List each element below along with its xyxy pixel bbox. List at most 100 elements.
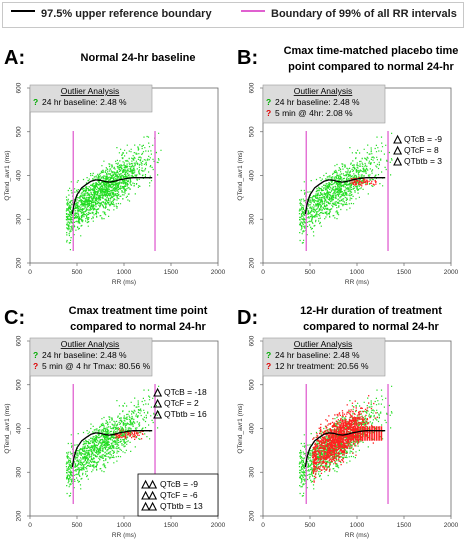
outlier-box-title: Outlier Analysis [294, 86, 353, 96]
panel-heading-line: compared to normal 24-hr [70, 321, 206, 333]
qt-change: QTcB = -18 [164, 387, 207, 397]
outlier-line-mark: ? [33, 97, 38, 107]
outlier-line-text: 5 min @ 4 hr Tmax: 80.56 % [42, 361, 151, 371]
x-tick-label: 0 [261, 269, 265, 276]
y-axis-label: QTend_avr1 (ms) [4, 150, 11, 200]
data-layer [298, 385, 393, 497]
delta-icon [148, 501, 158, 511]
x-tick-label: 2000 [444, 522, 459, 529]
y-tick-label: 600 [249, 335, 256, 346]
outlier-line-mark: ? [266, 97, 271, 107]
outlier-box [262, 84, 386, 124]
outlier-box [29, 337, 153, 377]
y-tick-label: 300 [249, 213, 256, 224]
upper-reference-curve [304, 430, 386, 468]
upper-reference-curve [304, 177, 386, 215]
qt-change-2: QTbtb = 13 [160, 501, 203, 511]
panel-letter: B: [237, 47, 258, 69]
x-tick-label: 500 [72, 522, 83, 529]
panel-2: B: Cmax time-matched placebo time point co… [237, 45, 459, 286]
panel-1: A: Normal 24-hr baseline 0 500 1000 1500 2000 2… [4, 47, 226, 286]
outlier-line-text: 5 min @ 4hr: 2.08 % [275, 108, 353, 118]
y-tick-label: 500 [249, 379, 256, 390]
x-tick-label: 1500 [164, 522, 179, 529]
x-tick-label: 2000 [211, 269, 226, 276]
legend-label-rr-boundary: Boundary of 99% of all RR intervals [271, 8, 457, 20]
baseline-points [65, 385, 160, 497]
y-axis-label: QTend_avr1 (ms) [237, 403, 244, 453]
delta-icon [141, 490, 151, 500]
x-axis-label: RR (ms) [345, 532, 369, 539]
x-tick-label: 0 [28, 269, 32, 276]
qt-change-2: QTcF = -6 [160, 490, 198, 500]
x-tick-label: 2000 [211, 522, 226, 529]
y-tick-label: 400 [16, 170, 23, 181]
upper-reference-curve [71, 177, 153, 215]
outlier-box [29, 84, 153, 113]
y-tick-label: 300 [16, 213, 23, 224]
outlier-box-title: Outlier Analysis [61, 339, 120, 349]
y-tick-label: 400 [249, 170, 256, 181]
outlier-line-text: 24 hr baseline: 2.48 % [42, 97, 127, 107]
outlier-line-mark: ? [266, 108, 271, 118]
delta-icon [153, 398, 163, 408]
delta-icon [141, 501, 151, 511]
x-tick-label: 1500 [164, 269, 179, 276]
panel-heading-line: 12-Hr duration of treatment [300, 305, 442, 317]
y-tick-label: 400 [16, 423, 23, 434]
y-tick-label: 600 [16, 82, 23, 93]
panel-4: D: 12-Hr duration of treatment compared to… [237, 305, 459, 539]
delta-icon [393, 145, 403, 155]
y-tick-label: 400 [249, 423, 256, 434]
delta-icon [393, 134, 403, 144]
x-tick-label: 1000 [350, 522, 365, 529]
data-layer [65, 132, 162, 251]
x-tick-label: 1000 [117, 522, 132, 529]
x-tick-label: 1000 [117, 269, 132, 276]
legend-label-upper-boundary: 97.5% upper reference boundary [41, 8, 212, 20]
delta-icon [153, 387, 163, 397]
outlier-line-mark: ? [266, 350, 271, 360]
legend-swatch-rr-boundary [241, 10, 265, 12]
outlier-box [262, 337, 386, 377]
y-tick-label: 200 [249, 257, 256, 268]
panel-heading-line: point compared to normal 24-hr [288, 61, 454, 73]
y-tick-label: 500 [16, 126, 23, 137]
panel-letter: A: [4, 47, 25, 69]
x-tick-label: 0 [261, 522, 265, 529]
qt-change-2: QTcB = -9 [160, 479, 198, 489]
x-tick-label: 500 [305, 522, 316, 529]
y-axis-label: QTend_avr1 (ms) [237, 150, 244, 200]
qt-change: QTcF = 2 [164, 398, 199, 408]
panel-letter: D: [237, 307, 258, 329]
y-tick-label: 200 [16, 510, 23, 521]
panel-heading-line: compared to normal 24-hr [303, 321, 439, 333]
qt-change: QTbtb = 3 [404, 156, 442, 166]
panel-3: C: Cmax treatment time point compared to n… [4, 305, 226, 539]
delta-icon [153, 409, 163, 419]
outlier-line-text: 24 hr baseline: 2.48 % [275, 97, 360, 107]
outlier-line-text: 24 hr baseline: 2.48 % [275, 350, 360, 360]
qt-change: QTcB = -9 [404, 134, 442, 144]
y-tick-label: 500 [16, 379, 23, 390]
x-axis-label: RR (ms) [112, 279, 136, 286]
treatment-points [311, 395, 378, 483]
y-tick-label: 200 [16, 257, 23, 268]
x-tick-label: 1500 [397, 522, 412, 529]
data-layer [298, 132, 393, 244]
legend: 97.5% upper reference boundary Boundary … [2, 2, 464, 28]
x-tick-label: 0 [28, 522, 32, 529]
y-tick-label: 300 [16, 466, 23, 477]
x-axis-label: RR (ms) [345, 279, 369, 286]
x-tick-label: 2000 [444, 269, 459, 276]
legend-swatch-upper-boundary [11, 10, 35, 12]
delta-icon [393, 156, 403, 166]
y-axis-label: QTend_avr1 (ms) [4, 403, 11, 453]
panel-heading-line: Normal 24-hr baseline [81, 52, 196, 64]
plot-frame [29, 87, 219, 264]
delta-icon [141, 479, 151, 489]
x-tick-label: 1500 [397, 269, 412, 276]
x-tick-label: 500 [72, 269, 83, 276]
y-tick-label: 200 [249, 510, 256, 521]
outlier-line-mark: ? [33, 361, 38, 371]
